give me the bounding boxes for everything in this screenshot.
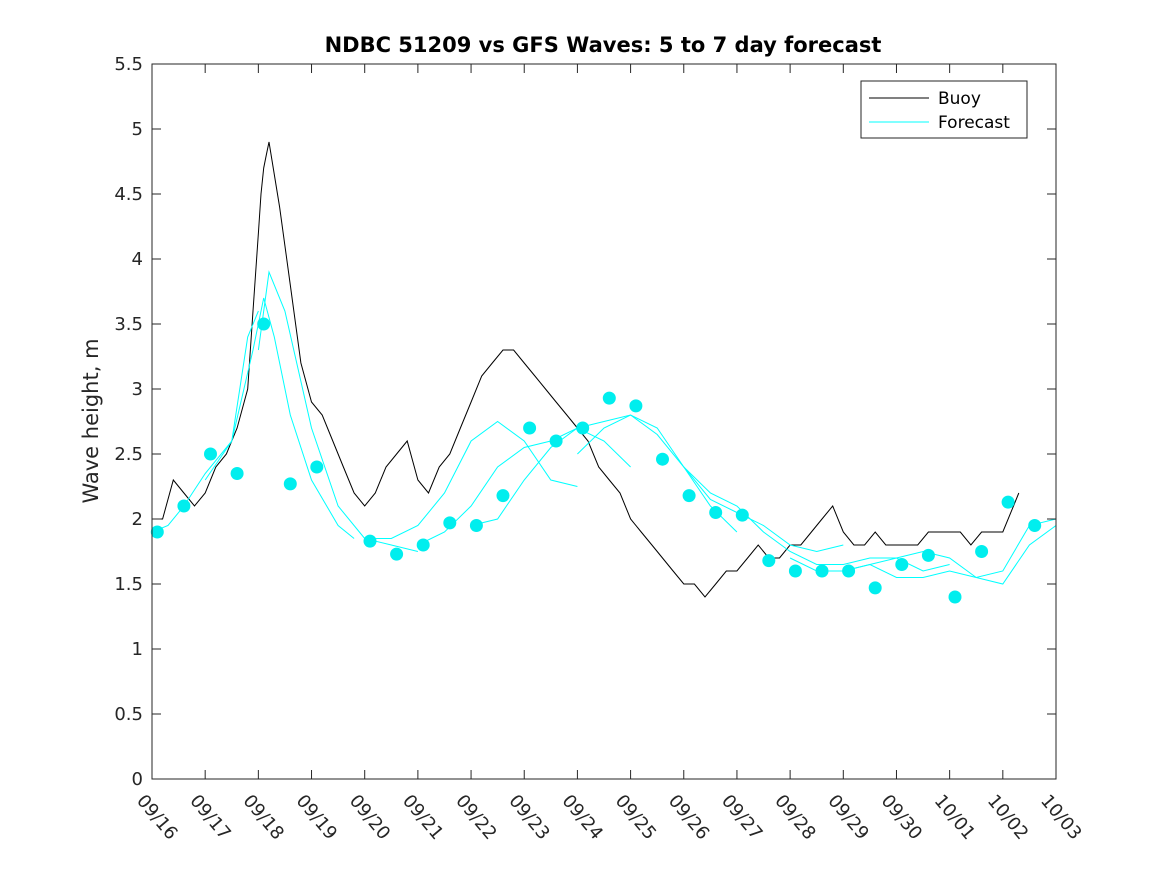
- y-tick-label: 1: [132, 639, 143, 660]
- forecast-marker: [602, 391, 616, 405]
- forecast-marker: [177, 499, 191, 513]
- y-tick-label: 0.5: [114, 704, 143, 725]
- y-tick-label: 5.5: [114, 54, 143, 75]
- y-tick-label: 3.5: [114, 314, 143, 335]
- forecast-marker: [762, 554, 776, 568]
- forecast-marker: [709, 506, 723, 519]
- y-tick-label: 4: [132, 249, 143, 270]
- forecast-marker: [975, 545, 989, 558]
- forecast-marker: [1001, 495, 1015, 509]
- y-tick-label: 2: [132, 509, 143, 530]
- forecast-marker: [257, 317, 271, 331]
- forecast-marker: [921, 548, 935, 562]
- forecast-marker: [549, 434, 563, 448]
- forecast-marker: [815, 564, 829, 578]
- forecast-series-line-9: [789, 525, 1056, 585]
- chart-title: NDBC 51209 vs GFS Waves: 5 to 7 day fore…: [325, 33, 882, 57]
- forecast-marker: [416, 538, 430, 552]
- forecast-marker: [682, 489, 696, 503]
- legend-buoy-label: Buoy: [938, 89, 981, 109]
- plot-area: 00.511.522.533.544.555.509/16 09/17 09/18 0…: [114, 54, 1085, 844]
- y-tick-label: 0: [132, 769, 143, 790]
- legend-box: [860, 80, 1028, 139]
- forecast-series-line-3: [257, 270, 419, 552]
- forecast-marker: [735, 508, 749, 522]
- forecast-marker: [523, 421, 537, 435]
- legend: Buoy Forecast: [860, 80, 1028, 139]
- forecast-marker: [363, 534, 377, 548]
- y-tick-label: 4.5: [114, 184, 143, 205]
- forecast-marker: [496, 489, 510, 503]
- forecast-series-line-7: [577, 414, 844, 553]
- forecast-marker: [842, 564, 856, 578]
- forecast-marker: [868, 581, 882, 595]
- forecast-marker: [443, 516, 457, 530]
- forecast-marker: [895, 558, 909, 571]
- y-tick-label: 1.5: [114, 574, 143, 595]
- forecast-marker: [948, 590, 962, 604]
- forecast-marker: [230, 467, 244, 480]
- y-tick-label: 5: [132, 119, 143, 140]
- forecast-series-line-10: [843, 518, 1056, 579]
- forecast-marker: [788, 564, 802, 578]
- y-tick-label: 2.5: [114, 444, 143, 465]
- forecast-marker: [469, 519, 483, 532]
- forecast-marker: [310, 460, 324, 474]
- forecast-marker: [629, 399, 643, 413]
- forecast-series-line-6: [470, 414, 738, 533]
- y-axis-label: Wave height, m: [79, 338, 103, 503]
- forecast-marker: [150, 525, 164, 539]
- forecast-series-line-2: [204, 297, 355, 539]
- y-tick-label: 3: [132, 379, 143, 400]
- legend-forecast-label: Forecast: [938, 113, 1010, 133]
- forecast-series-line-1: [152, 310, 259, 533]
- forecast-series-line-4: [364, 420, 578, 539]
- forecast-marker: [656, 452, 669, 466]
- forecast-marker: [1028, 519, 1042, 532]
- forecast-marker: [390, 547, 404, 561]
- forecast-marker: [576, 421, 590, 435]
- forecast-marker: [204, 447, 217, 461]
- buoy-series-line: [152, 141, 1020, 598]
- axes-box: [151, 63, 1057, 780]
- forecast-marker: [283, 477, 297, 491]
